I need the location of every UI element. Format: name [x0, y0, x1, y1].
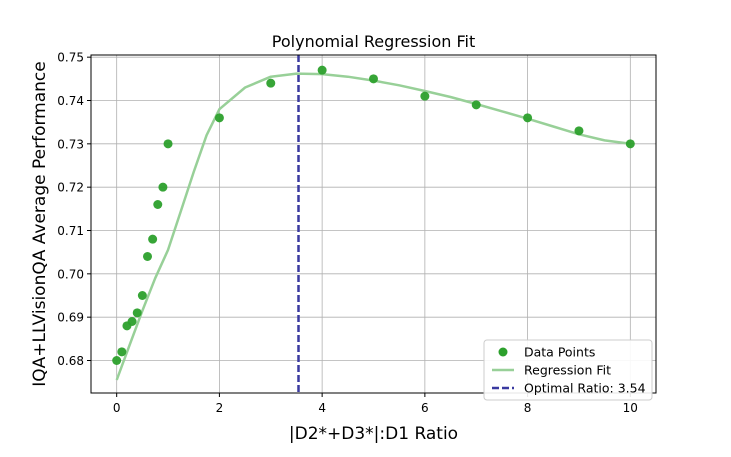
y-tick-label: 0.69	[57, 311, 84, 325]
y-tick-label: 0.75	[57, 51, 84, 65]
data-point	[148, 234, 158, 244]
y-tick-label: 0.72	[57, 181, 84, 195]
data-point	[369, 74, 378, 84]
y-tick-label: 0.68	[57, 354, 84, 368]
x-tick-label: 0	[113, 401, 121, 415]
y-tick-label: 0.71	[57, 224, 84, 238]
data-point	[117, 347, 127, 357]
legend-label-data-points: Data Points	[524, 345, 595, 360]
legend: Data Points Regression Fit Optimal Ratio…	[483, 339, 653, 401]
x-tick-label: 2	[216, 401, 224, 415]
chart-title: Polynomial Regression Fit	[272, 32, 475, 51]
data-point	[153, 200, 163, 209]
data-point	[420, 91, 430, 101]
data-point	[574, 126, 584, 136]
data-point	[214, 113, 224, 123]
y-tick-label: 0.74	[57, 94, 84, 108]
data-point	[112, 356, 122, 365]
x-tick-label: 4	[318, 401, 326, 415]
data-point	[523, 113, 533, 123]
x-tick-label: 8	[524, 401, 532, 415]
legend-marker-data-points	[498, 347, 508, 357]
data-point	[143, 252, 152, 261]
data-points-layer	[112, 65, 635, 365]
data-point	[127, 317, 137, 326]
data-point	[625, 139, 635, 149]
data-point	[471, 100, 481, 110]
fit-line-layer	[115, 72, 631, 381]
data-point	[163, 139, 173, 149]
x-tick-label: 10	[623, 401, 638, 415]
data-point	[317, 65, 327, 75]
legend-label-optimal-ratio: Optimal Ratio: 3.54	[524, 381, 646, 396]
y-tick-label: 0.73	[57, 137, 84, 151]
regression-fit-line	[115, 72, 631, 381]
grid-layer	[91, 55, 656, 393]
y-tick-label: 0.70	[57, 267, 84, 281]
legend-label-regression-fit: Regression Fit	[524, 363, 611, 378]
data-point	[137, 291, 147, 300]
ticks-layer: 0 2 4 6 8 10 0.68 0.69 0.70 0.71 0.72 0.73 0.74 0.75	[57, 51, 638, 415]
y-axis-label: IQA+LLVisionQA Average Performance	[30, 61, 50, 386]
legend-box	[483, 339, 653, 401]
data-point	[158, 182, 168, 192]
x-tick-label: 6	[421, 401, 429, 415]
data-point	[132, 308, 142, 318]
plot-frame	[90, 54, 657, 394]
data-point	[266, 78, 276, 88]
x-axis-label: |D2*+D3*|:D1 Ratio	[289, 424, 458, 444]
